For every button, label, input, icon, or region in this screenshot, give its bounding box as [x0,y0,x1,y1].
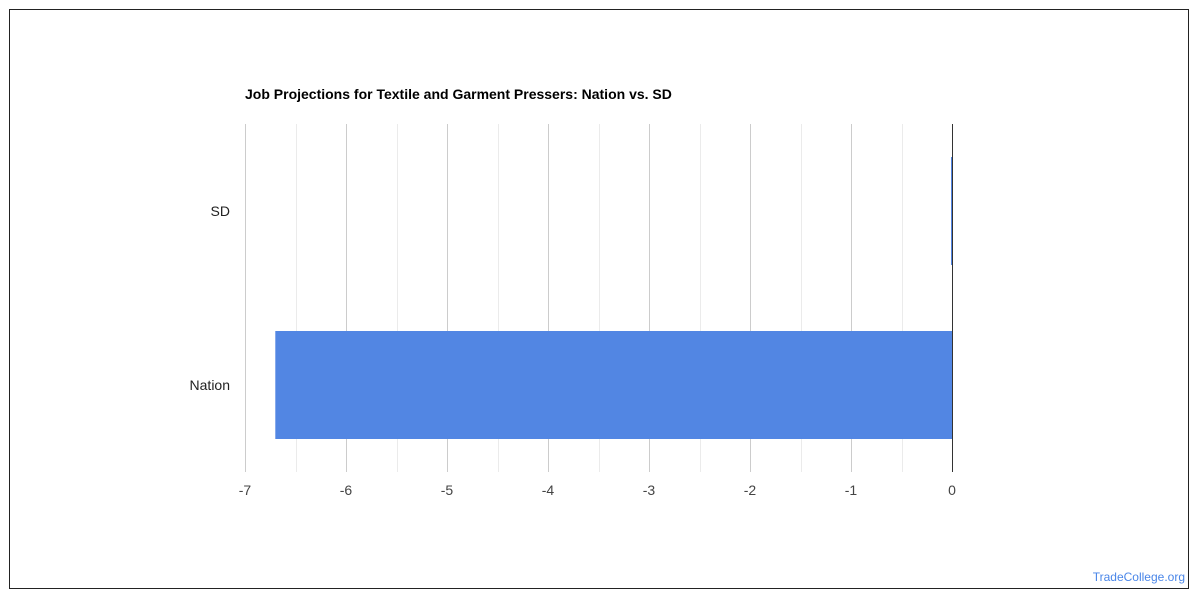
watermark-link[interactable]: TradeCollege.org [1092,570,1185,584]
chart-title: Job Projections for Textile and Garment … [245,86,672,102]
category-label-nation: Nation [190,377,230,393]
x-tick-label: -3 [643,482,656,498]
bar-nation [275,331,952,439]
x-tick-labels: -7 -6 -5 -4 -3 -2 -1 0 [239,482,956,498]
x-tick-label: -2 [744,482,757,498]
bar-layer [275,157,952,439]
category-labels: SD Nation [190,203,230,393]
x-tick-label: -4 [542,482,555,498]
x-tick-label: 0 [948,482,956,498]
x-tick-label: -5 [441,482,454,498]
x-tick-label: -6 [340,482,353,498]
x-tick-label: -7 [239,482,252,498]
bar-sd [951,157,952,265]
x-tick-label: -1 [845,482,858,498]
category-label-sd: SD [211,203,230,219]
